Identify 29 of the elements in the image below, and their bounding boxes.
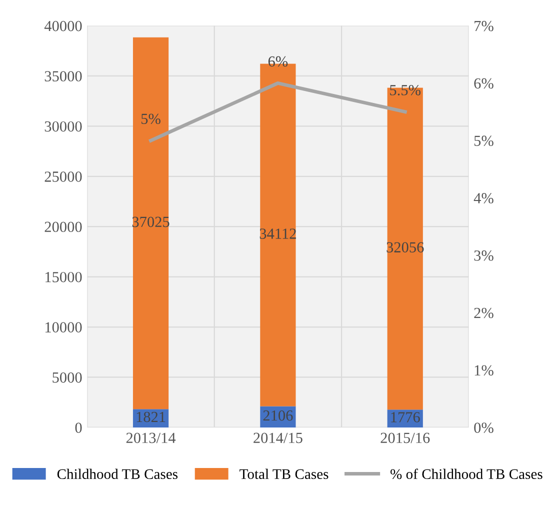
y-tick-label: 15000	[45, 272, 82, 282]
legend-label: % of Childhood TB Cases	[390, 468, 542, 480]
y-tick-label: 40000	[44, 20, 82, 32]
data-label: 1776	[391, 412, 420, 422]
y2-tick-label: 2%	[474, 308, 494, 318]
x-tick-label: 2015/16	[380, 432, 430, 444]
y2-tick-label: 6%	[474, 78, 494, 89]
data-label: 5.5%	[390, 85, 421, 96]
y-tick-label: 30000	[44, 121, 82, 132]
x-tick-label: 2013/14	[126, 432, 176, 444]
y-tick-label: 25000	[44, 172, 82, 182]
legend-label: Total TB Cases	[240, 468, 328, 480]
y-tick-label: 0	[75, 422, 82, 433]
y-tick-label: 5000	[52, 372, 82, 383]
y2-tick-label: 3%	[474, 250, 494, 261]
y2-tick-label: 5%	[474, 136, 494, 146]
y-tick-label: 35000	[44, 71, 82, 82]
y-tick-label: 10000	[45, 322, 82, 332]
data-label: 1821	[136, 412, 166, 422]
legend-label: Childhood TB Cases	[57, 468, 178, 480]
x-tick-label: 2014/15	[254, 432, 302, 444]
data-label: 2106	[263, 410, 293, 421]
y2-tick-label: 7%	[474, 20, 494, 32]
bar	[132, 37, 169, 410]
y2-tick-label: 1%	[474, 365, 494, 376]
y2-tick-label: 4%	[474, 193, 494, 204]
y2-tick-label: 0%	[474, 422, 494, 433]
y-tick-label: 20000	[44, 222, 82, 232]
data-label: 5%	[141, 114, 160, 124]
